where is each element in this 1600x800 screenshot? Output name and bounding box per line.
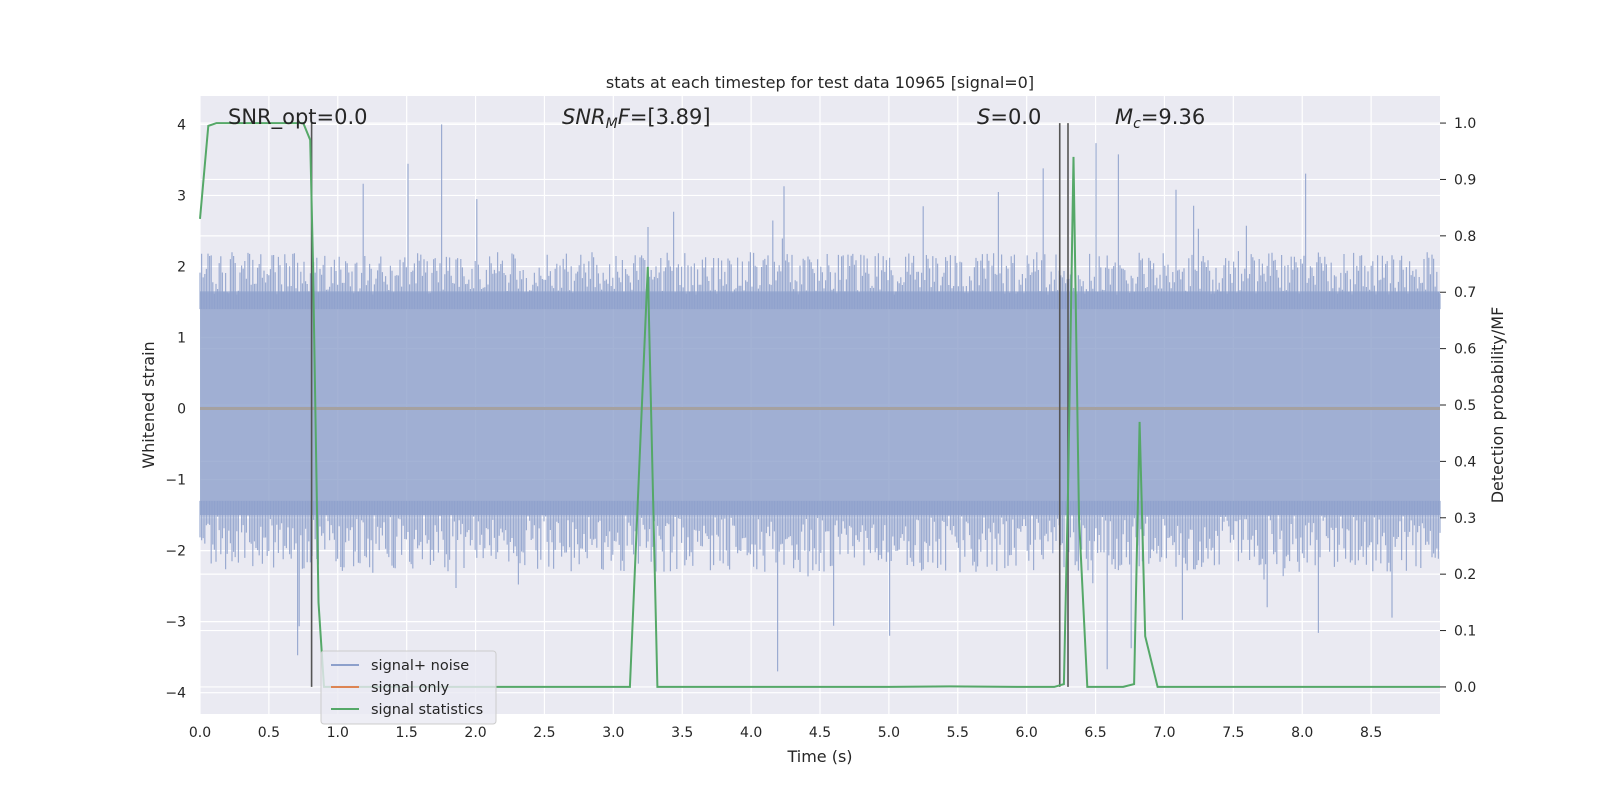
y-axis-label: Whitened strain <box>139 341 158 468</box>
annotation-text-sub: c <box>1133 116 1141 132</box>
annotation-mc: Mc=9.36 <box>1115 105 1205 132</box>
x-tick-label: 1.0 <box>327 725 349 741</box>
annotation-text-main: S <box>977 105 990 129</box>
signal-statistics-line <box>199 122 1440 688</box>
x-tick-label: 1.5 <box>396 725 418 741</box>
noise-spikes-upper <box>199 124 1441 310</box>
noise-spikes-lower <box>199 500 1441 672</box>
annotation-text-value: =9.36 <box>1141 105 1205 129</box>
x-tick-label: 5.5 <box>947 725 969 741</box>
y-right-tick-label: 0.4 <box>1454 454 1476 470</box>
x-tick-label: 2.0 <box>464 725 486 741</box>
y-tick-label: 3 <box>177 188 186 204</box>
annotation-text-main: SNR_opt=0.0 <box>228 105 368 130</box>
annotation-snr-opt: SNR_opt=0.0 <box>228 105 368 130</box>
y-right-tick-label: 1.0 <box>1454 116 1476 132</box>
y-right-tick-label: 0.3 <box>1454 511 1476 527</box>
x-tick-label: 4.0 <box>740 725 762 741</box>
y-right-tick-label: 0.0 <box>1454 680 1476 696</box>
legend-label: signal+ noise <box>371 658 469 674</box>
annotations: SNR_opt=0.0 SNRMF=[3.89] S=0.0 Mc=9.36 <box>228 105 1205 132</box>
x-tick-label: 3.0 <box>602 725 624 741</box>
annotation-text-value: F <box>618 105 631 129</box>
x-tick-label: 5.0 <box>878 725 900 741</box>
annotation-text-value-rest: =[3.89] <box>630 105 711 129</box>
x-axis-label: Time (s) <box>786 747 852 766</box>
x-tick-label: 7.0 <box>1153 725 1175 741</box>
legend-box <box>320 650 497 725</box>
y-right-tick-label: 0.1 <box>1454 624 1476 640</box>
x-tick-label: 6.5 <box>1084 725 1106 741</box>
y-tick-label: −3 <box>165 615 186 631</box>
x-tick-label: 3.5 <box>671 725 693 741</box>
y-tick-label: 1 <box>177 331 186 347</box>
x-tick-label: 0.5 <box>258 725 280 741</box>
chart-title: stats at each timestep for test data 109… <box>606 73 1034 92</box>
annotation-s: S=0.0 <box>977 105 1041 129</box>
y-right-tick-label: 0.5 <box>1454 398 1476 414</box>
annotation-text-value: =0.0 <box>990 105 1041 129</box>
x-tick-label: 0.0 <box>189 725 211 741</box>
y-tick-label: 4 <box>177 117 186 133</box>
annotation-text-sub: M <box>606 116 618 132</box>
annotation-snr-mf: SNRMF=[3.89] <box>562 105 711 132</box>
noise-core <box>200 291 1440 516</box>
x-tick-label: 8.0 <box>1291 725 1313 741</box>
y-tick-label: 2 <box>177 259 186 275</box>
y-right-tick-label: 0.2 <box>1454 567 1476 583</box>
x-tick-label: 7.5 <box>1222 725 1244 741</box>
y-tick-label: −4 <box>165 686 186 702</box>
y-right-tick-label: 0.9 <box>1454 172 1476 188</box>
y-right-tick-label: 0.6 <box>1454 342 1476 358</box>
x-tick-label: 6.0 <box>1016 725 1038 741</box>
y-tick-label: 0 <box>177 402 186 418</box>
x-tick-label: 4.5 <box>809 725 831 741</box>
legend: signal+ noise signal only signal statistic… <box>320 650 497 725</box>
legend-label: signal only <box>371 680 450 696</box>
y-right-tick-label: 0.8 <box>1454 229 1476 245</box>
signal-statistics-series <box>199 122 1440 688</box>
signal-plus-noise-series <box>199 124 1441 672</box>
annotation-text-main: M <box>1115 105 1133 129</box>
x-tick-label: 2.5 <box>533 725 555 741</box>
annotation-text-main: SNR <box>562 105 606 129</box>
y-axis-right-label: Detection probability/MF <box>1488 307 1507 504</box>
y-right-tick-label: 0.7 <box>1454 285 1476 301</box>
y-tick-label: −2 <box>165 544 186 560</box>
y-tick-label: −1 <box>165 473 186 489</box>
tick-labels: 0.0 0.5 1.0 1.5 2.0 2.5 3.0 3.5 4.0 4.5 5.0 5.5 6.0 6… <box>165 116 1476 741</box>
legend-label: signal statistics <box>371 702 483 718</box>
x-tick-label: 8.5 <box>1360 725 1382 741</box>
